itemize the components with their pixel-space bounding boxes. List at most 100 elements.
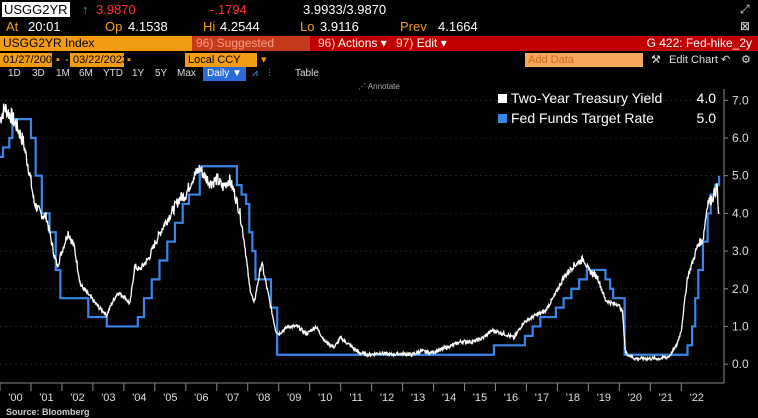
chevron-down-icon: ▾ [440, 36, 447, 50]
period-3d[interactable]: 3D [32, 68, 45, 79]
chart-name: G 422: Fed-hike_2y [646, 36, 752, 50]
add-data-input[interactable]: Add Data [525, 53, 643, 67]
legend-label: Fed Funds Target Rate [511, 110, 654, 126]
actions-label: Actions [338, 36, 378, 50]
frequency-select[interactable]: Daily ▼ [203, 67, 246, 81]
settings-icon[interactable]: ⚙ [741, 54, 751, 66]
period-1d[interactable]: 1D [8, 68, 21, 79]
up-arrow-icon: ↑ [82, 2, 89, 17]
x-tick-label: '08 [256, 392, 270, 404]
y-tick-label: 0.0 [732, 357, 749, 371]
y-tick-label: 3.0 [732, 244, 749, 258]
y-tick-label: 7.0 [732, 93, 749, 107]
legend-swatch [498, 114, 507, 123]
period-1m[interactable]: 1M [56, 68, 70, 79]
y-tick-label: 4.0 [732, 206, 749, 220]
period-6m[interactable]: 6M [79, 68, 93, 79]
y-tick-label: 1.0 [732, 319, 749, 333]
period-max[interactable]: Max [177, 68, 196, 79]
index-bar: USGG2YR Index 96) Suggested Charts 96) A… [0, 36, 758, 65]
low-label: Lo [300, 19, 315, 34]
x-tick-label: '11 [349, 392, 363, 404]
legend-swatch [498, 94, 507, 103]
x-tick-label: '01 [39, 392, 53, 404]
pin-icon[interactable]: ⤢ [740, 2, 750, 16]
x-tick-label: '14 [442, 392, 456, 404]
bid-ask: 3.9933/3.9870 [303, 2, 387, 17]
x-tick-label: '00 [8, 392, 22, 404]
y-axis: 0.0 1.0 2.0 3.0 4.0 5.0 6.0 7.0 [723, 89, 749, 383]
legend: Two-Year Treasury Yield 4.0 Fed Funds Targ… [498, 90, 716, 126]
source-label: Source: Bloomberg [6, 407, 90, 417]
y-tick-label: 6.0 [732, 131, 749, 145]
undo-icon[interactable]: ↶ [721, 54, 731, 66]
x-tick-label: '22 [690, 392, 704, 404]
actions-menu[interactable]: 96) Actions ▾ [318, 36, 387, 51]
x-tick-label: '03 [101, 392, 115, 404]
high-label: Hi [203, 19, 216, 34]
table-button[interactable]: Table [295, 68, 319, 79]
x-tick-label: '09 [287, 392, 301, 404]
x-tick-label: '16 [504, 392, 518, 404]
at-label: At [6, 19, 19, 34]
index-label[interactable]: USGG2YR Index [0, 36, 192, 51]
x-tick-label: '19 [597, 392, 611, 404]
date-dash: - [65, 54, 69, 66]
legend-label: Two-Year Treasury Yield [511, 90, 662, 106]
prev-value: 4.1664 [438, 19, 478, 34]
quote-detail-row: At 20:01 Op 4.1538 Hi 4.2544 Lo 3.9116 P… [0, 19, 758, 36]
annotate-button[interactable]: ⋰ Annotate [358, 82, 400, 91]
time-value: 20:01 [28, 19, 61, 34]
x-tick-label: '06 [194, 392, 208, 404]
edit-number: 97) [396, 36, 414, 50]
series-lines [0, 103, 721, 362]
x-tick-label: '12 [380, 392, 394, 404]
x-tick-label: '05 [163, 392, 177, 404]
high-value: 4.2544 [220, 19, 260, 34]
annotate-label: Annotate [367, 82, 400, 91]
start-date-input[interactable]: 01/27/2000 [0, 53, 58, 67]
line-chart-icon[interactable]: ⩘ [252, 68, 258, 79]
suggested-charts-button[interactable]: 96) Suggested Charts [192, 36, 310, 65]
edit-label: Edit [416, 36, 438, 50]
period-row: 1D 3D 1M 6M YTD 1Y 5Y Max Daily ▼ ⩘ ⫶ Ta… [0, 67, 758, 91]
calendar-icon[interactable]: ▪ [56, 54, 60, 66]
quote-row: USGG2YR ↑ 3.9870 -.1794 3.9933/3.9870 ⤢ [0, 0, 758, 19]
period-5y[interactable]: 5Y [155, 68, 168, 79]
fed-funds-line [0, 118, 721, 356]
x-tick-label: '10 [318, 392, 332, 404]
legend-value: 4.0 [697, 90, 717, 106]
date-row: 01/27/2000 ▪ - 03/22/2023 ▪ Local CCY ▾ … [0, 53, 758, 67]
actions-number: 96) [318, 36, 336, 50]
x-tick-label: '13 [411, 392, 425, 404]
chart-type-icon[interactable]: ⫶ [268, 68, 271, 79]
legend-value: 5.0 [697, 110, 717, 126]
period-ytd[interactable]: YTD [103, 68, 123, 79]
chevron-down-icon[interactable]: ▾ [261, 54, 267, 66]
open-label: Op [105, 19, 123, 34]
low-value: 3.9116 [320, 19, 359, 34]
last-price: 3.9870 [96, 2, 136, 17]
calendar-icon[interactable]: ▪ [127, 54, 131, 66]
close-icon[interactable]: ⊠ [740, 19, 751, 33]
x-tick-label: '18 [566, 392, 580, 404]
x-tick-label: '20 [628, 392, 642, 404]
open-value: 4.1538 [128, 19, 168, 34]
currency-select[interactable]: Local CCY [185, 53, 257, 67]
two-year-yield-line [0, 103, 720, 362]
chart-area: 0.0 1.0 2.0 3.0 4.0 5.0 6.0 7.0 '00 '01 '02 '03 '04… [0, 89, 749, 404]
end-date-input[interactable]: 03/22/2023 [70, 53, 128, 67]
frequency-label: Daily [207, 68, 230, 79]
edit-menu[interactable]: 97) Edit ▾ [396, 36, 447, 51]
x-axis: '00 '01 '02 '03 '04 '05 '06 '07 '08 '09 '10 '11 '12 '… [0, 382, 724, 404]
price-change: -.1794 [210, 2, 247, 17]
period-1y[interactable]: 1Y [132, 68, 145, 79]
x-tick-label: '21 [659, 392, 673, 404]
ticker[interactable]: USGG2YR [2, 2, 70, 17]
x-tick-label: '04 [132, 392, 146, 404]
edit-chart-button[interactable]: Edit Chart [669, 54, 718, 66]
prev-label: Prev [400, 19, 427, 34]
wrench-icon[interactable]: ⚒ [651, 54, 661, 66]
chevron-down-icon: ▾ [380, 36, 387, 50]
grid [0, 100, 720, 365]
